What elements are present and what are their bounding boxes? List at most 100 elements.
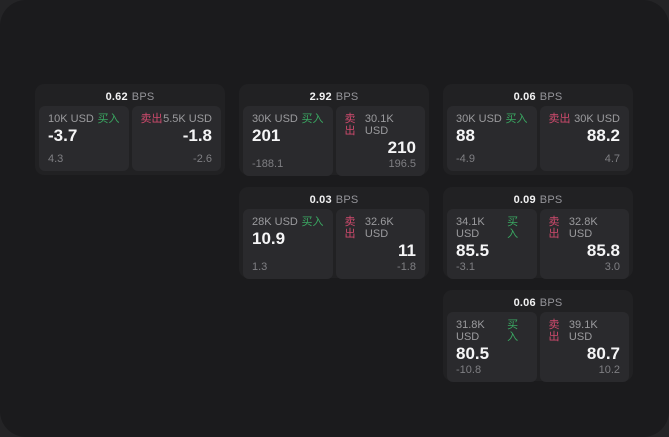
buy-tile-header: 34.1K USD 买入 [456,216,528,240]
sell-sub-value: 10.2 [598,363,620,376]
buy-size: 34.1K USD [456,216,485,241]
buy-quote-tile[interactable]: 34.1K USD 买入 85.5 -3.1 [447,209,537,279]
buy-quote-tile[interactable]: 28K USD 买入 10.9 1.3 [243,209,333,279]
bps-unit-label: BPS [335,90,359,103]
bps-value: 0.62 [105,90,128,103]
sell-side-label: 卖出 [548,319,560,344]
sell-size: 39.1K USD [568,319,598,344]
buy-price: 88 [456,126,475,146]
bps-unit-label: BPS [539,296,563,309]
quote-card: 0.62 BPS 10K USD 买入 -3.7 4.3 卖出 5.5K USD… [35,84,225,175]
buy-price: 85.5 [456,241,490,261]
buy-size: 28K USD [252,216,298,228]
buy-quote-tile[interactable]: 10K USD 买入 -3.7 4.3 [39,106,129,171]
quote-tiles: 31.8K USD 买入 80.5 -10.8 卖出 39.1K USD 80.… [447,312,629,382]
buy-sub-value: -10.8 [456,363,482,376]
sell-tile-header: 卖出 39.1K USD [549,319,621,343]
sell-tile-header: 卖出 5.5K USD [141,113,213,125]
buy-quote-tile[interactable]: 31.8K USD 买入 80.5 -10.8 [447,312,537,382]
quote-tiles: 10K USD 买入 -3.7 4.3 卖出 5.5K USD -1.8 -2.… [39,106,221,171]
quote-tiles: 34.1K USD 买入 85.5 -3.1 卖出 32.8K USD 85.8… [447,209,629,279]
sell-size: 32.8K USD [568,216,598,241]
buy-tile-header: 31.8K USD 买入 [456,319,528,343]
buy-price: 201 [252,126,281,146]
bps-value: 0.09 [513,193,536,206]
sell-size: 30.1K USD [364,113,394,138]
sell-quote-tile[interactable]: 卖出 5.5K USD -1.8 -2.6 [131,106,221,171]
bps-value: 0.03 [309,193,332,206]
sell-sub-value: -1.8 [397,260,416,273]
sell-sub-value: 4.7 [604,152,620,165]
quote-card: 0.06 BPS 30K USD 买入 88 -4.9 卖出 30K USD 8… [443,84,633,175]
bps-value: 2.92 [309,90,332,103]
bps-header: 0.06 BPS [447,87,629,106]
sell-sub-value: 196.5 [388,157,416,170]
sell-price: -1.8 [182,126,212,146]
sell-tile-header: 卖出 30.1K USD [345,113,417,137]
bps-unit-label: BPS [539,90,563,103]
buy-size: 10K USD [48,113,94,125]
buy-size: 30K USD [252,113,298,125]
sell-quote-tile[interactable]: 卖出 39.1K USD 80.7 10.2 [539,312,629,382]
buy-price: -3.7 [48,126,78,146]
sell-tile-header: 卖出 32.8K USD [549,216,621,240]
bps-header: 0.03 BPS [243,190,425,209]
buy-sub-value: -3.1 [456,260,475,273]
bps-header: 2.92 BPS [243,87,425,106]
buy-quote-tile[interactable]: 30K USD 买入 201 -188.1 [243,106,333,176]
bps-header: 0.06 BPS [447,293,629,312]
sell-quote-tile[interactable]: 卖出 32.8K USD 85.8 3.0 [539,209,629,279]
buy-sub-value: -188.1 [252,157,284,170]
quote-card: 0.09 BPS 34.1K USD 买入 85.5 -3.1 卖出 32.8K… [443,187,633,279]
sell-sub-value: -2.6 [193,152,212,165]
sell-side-label: 卖出 [548,113,571,125]
buy-side-label: 买入 [301,216,324,228]
bps-header: 0.09 BPS [447,190,629,209]
bps-header: 0.62 BPS [39,87,221,106]
sell-side-label: 卖出 [140,113,163,125]
sell-price: 88.2 [586,126,620,146]
buy-price: 10.9 [252,229,286,249]
buy-size: 30K USD [456,113,502,125]
quote-card: 0.03 BPS 28K USD 买入 10.9 1.3 卖出 32.6K US… [239,187,429,279]
quote-tiles: 30K USD 买入 201 -188.1 卖出 30.1K USD 210 1… [243,106,425,176]
buy-tile-header: 30K USD 买入 [456,113,528,125]
buy-sub-value: 4.3 [48,152,64,165]
sell-quote-tile[interactable]: 卖出 30.1K USD 210 196.5 [335,106,425,176]
sell-price: 210 [387,138,416,158]
buy-tile-header: 10K USD 买入 [48,113,120,125]
buy-tile-header: 30K USD 买入 [252,113,324,125]
buy-side-label: 买入 [301,113,324,125]
sell-price: 85.8 [586,241,620,261]
sell-side-label: 卖出 [344,216,356,241]
buy-side-label: 买入 [507,216,519,241]
sell-size: 32.6K USD [364,216,394,241]
sell-quote-tile[interactable]: 卖出 32.6K USD 11 -1.8 [335,209,425,279]
sell-sub-value: 3.0 [604,260,620,273]
bps-value: 0.06 [513,90,536,103]
buy-sub-value: 1.3 [252,260,268,273]
quote-grid: 0.62 BPS 10K USD 买入 -3.7 4.3 卖出 5.5K USD… [35,84,633,382]
sell-side-label: 卖出 [548,216,560,241]
bps-unit-label: BPS [335,193,359,206]
sell-price: 80.7 [586,344,620,364]
buy-sub-value: -4.9 [456,152,475,165]
buy-size: 31.8K USD [456,319,485,344]
sell-quote-tile[interactable]: 卖出 30K USD 88.2 4.7 [539,106,629,171]
sell-size: 30K USD [574,113,620,125]
buy-tile-header: 28K USD 买入 [252,216,324,228]
buy-side-label: 买入 [505,113,528,125]
buy-quote-tile[interactable]: 30K USD 买入 88 -4.9 [447,106,537,171]
quote-card: 0.06 BPS 31.8K USD 买入 80.5 -10.8 卖出 39.1… [443,290,633,382]
quote-card: 2.92 BPS 30K USD 买入 201 -188.1 卖出 30.1K … [239,84,429,176]
sell-price: 11 [398,241,416,261]
sell-size: 5.5K USD [163,113,212,125]
sell-tile-header: 卖出 30K USD [549,113,621,125]
bps-value: 0.06 [513,296,536,309]
bps-unit-label: BPS [539,193,563,206]
sell-tile-header: 卖出 32.6K USD [345,216,417,240]
buy-side-label: 买入 [97,113,120,125]
quote-tiles: 28K USD 买入 10.9 1.3 卖出 32.6K USD 11 -1.8 [243,209,425,279]
buy-side-label: 买入 [507,319,519,344]
